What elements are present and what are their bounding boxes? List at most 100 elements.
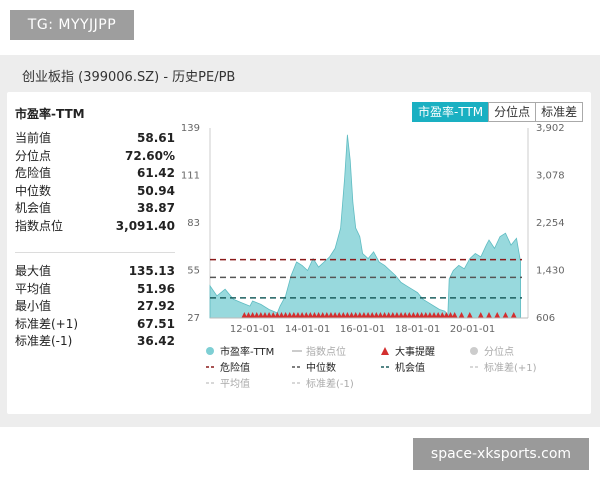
x-tick-label: 18-01-01 xyxy=(395,324,440,335)
y-left-tick-label: 55 xyxy=(187,266,200,277)
metric-tabs: 市盈率-TTM 分位点 标准差 xyxy=(412,102,584,122)
event-marker xyxy=(311,312,318,318)
event-marker xyxy=(327,312,334,318)
event-marker xyxy=(290,312,297,318)
event-marker xyxy=(381,312,388,318)
stat-value: 36.42 xyxy=(137,334,175,349)
legend-label: 标准差(-1) xyxy=(306,377,354,390)
tab-pe-ttm[interactable]: 市盈率-TTM xyxy=(412,102,490,122)
event-marker xyxy=(389,312,396,318)
event-marker xyxy=(348,312,355,318)
stat-value: 51.96 xyxy=(137,281,175,296)
stat-value: 58.61 xyxy=(137,131,175,145)
event-marker xyxy=(340,312,347,318)
legend-label: 机会值 xyxy=(395,361,425,374)
stat-label: 标准差(+1) xyxy=(15,316,79,331)
event-marker xyxy=(257,312,264,318)
event-marker xyxy=(344,312,351,318)
legend-label: 市盈率-TTM xyxy=(220,345,274,358)
event-marker xyxy=(393,312,400,318)
stat-label: 平均值 xyxy=(15,281,52,296)
event-marker xyxy=(352,312,359,318)
event-marker xyxy=(253,312,260,318)
y-left-tick-label: 139 xyxy=(181,123,200,134)
stat-row: 标准差(-1) 36.42 xyxy=(15,333,175,351)
event-marker xyxy=(414,312,421,318)
y-left-tick-label: 111 xyxy=(181,171,200,182)
event-marker xyxy=(356,312,363,318)
event-marker xyxy=(365,312,372,318)
event-marker xyxy=(418,312,425,318)
stat-value: 67.51 xyxy=(137,316,175,331)
stat-label: 指数点位 xyxy=(15,218,64,233)
x-tick-label: 16-01-01 xyxy=(340,324,385,335)
y-right-tick-label: 606 xyxy=(536,313,555,324)
stat-label: 中位数 xyxy=(15,183,52,198)
legend-label: 危险值 xyxy=(220,361,250,374)
tab-std-dev[interactable]: 标准差 xyxy=(535,102,584,122)
page-title: 创业板指 (399006.SZ) - 历史PE/PB xyxy=(22,70,236,85)
stats-divider xyxy=(15,252,175,253)
legend-dot-icon xyxy=(206,347,214,355)
event-marker xyxy=(323,312,330,318)
event-marker xyxy=(274,312,281,318)
event-marker xyxy=(315,312,322,318)
event-marker xyxy=(307,312,314,318)
stat-value: 38.87 xyxy=(137,201,175,216)
legend-label: 标准差(+1) xyxy=(484,361,537,374)
event-marker xyxy=(249,312,256,318)
event-marker xyxy=(319,312,326,318)
event-marker xyxy=(294,312,301,318)
y-left-tick-label: 27 xyxy=(187,313,200,324)
stat-row: 指数点位 3,091.40 xyxy=(15,218,175,236)
stat-row: 分位点 72.60% xyxy=(15,148,175,166)
stat-value: 50.94 xyxy=(137,183,175,198)
event-marker xyxy=(443,312,450,318)
event-marker xyxy=(447,312,454,318)
stat-label: 最大值 xyxy=(15,264,52,278)
event-marker xyxy=(410,312,417,318)
event-marker xyxy=(466,312,473,318)
stats-top-list: 当前值 58.61 分位点 72.60% 危险值 61.42 中位数 50.94 机会值 38.8… xyxy=(15,130,175,236)
x-tick-label: 14-01-01 xyxy=(285,324,330,335)
stat-row: 最大值 135.13 xyxy=(15,263,175,281)
stat-label: 分位点 xyxy=(15,148,52,163)
x-tick-label: 20-01-01 xyxy=(450,324,495,335)
stat-label: 危险值 xyxy=(15,166,52,181)
event-marker xyxy=(270,312,277,318)
event-marker xyxy=(435,312,442,318)
stat-label: 当前值 xyxy=(15,131,52,145)
panel-title: 市盈率-TTM xyxy=(15,107,85,121)
stat-value: 3,091.40 xyxy=(115,218,175,233)
legend-label: 指数点位 xyxy=(306,345,346,358)
stat-row: 标准差(+1) 67.51 xyxy=(15,316,175,334)
stat-value: 72.60% xyxy=(125,148,175,163)
event-marker xyxy=(422,312,429,318)
event-marker xyxy=(245,312,252,318)
watermark-bottom: space-xksports.com xyxy=(413,438,589,470)
pe-ttm-area xyxy=(209,134,522,319)
event-marker xyxy=(510,312,517,318)
stat-row: 最小值 27.92 xyxy=(15,298,175,316)
event-marker xyxy=(385,312,392,318)
event-marker xyxy=(486,312,493,318)
event-marker xyxy=(241,312,248,318)
stat-row: 平均值 51.96 xyxy=(15,281,175,299)
stat-row: 中位数 50.94 xyxy=(15,183,175,201)
event-marker xyxy=(282,312,289,318)
stat-value: 135.13 xyxy=(128,264,175,278)
event-marker xyxy=(373,312,380,318)
tab-percentile[interactable]: 分位点 xyxy=(488,102,537,122)
event-marker xyxy=(336,312,343,318)
event-marker xyxy=(299,312,306,318)
y-right-tick-label: 1,430 xyxy=(536,266,565,277)
stat-row: 危险值 61.42 xyxy=(15,165,175,183)
legend-label: 平均值 xyxy=(220,377,250,390)
watermark-top: TG: MYYJJPP xyxy=(10,10,134,40)
event-marker xyxy=(369,312,376,318)
event-marker xyxy=(426,312,433,318)
event-marker xyxy=(431,312,438,318)
event-marker xyxy=(502,312,509,318)
stat-label: 机会值 xyxy=(15,201,52,216)
